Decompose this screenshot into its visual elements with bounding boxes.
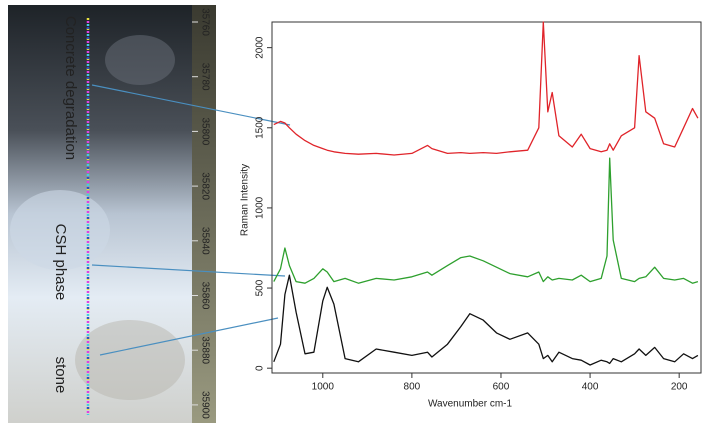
ruler	[192, 5, 216, 423]
spectrum-line	[273, 157, 699, 284]
texture	[105, 35, 175, 85]
ruler-label: 35900	[199, 391, 210, 419]
y-tick-label: 500	[255, 279, 266, 296]
x-tick-label: 800	[404, 382, 421, 393]
ruler-label: 35760	[199, 8, 210, 36]
x-axis-title: Wavenumber cm-1	[428, 399, 513, 410]
ruler-label: 35780	[199, 63, 210, 91]
x-tick-label: 1000	[312, 382, 335, 393]
ruler-label: 35820	[199, 172, 210, 200]
texture	[75, 320, 185, 400]
image-label: stone	[52, 357, 69, 394]
ruler-label: 35860	[199, 282, 210, 310]
y-tick-label: 1000	[255, 196, 266, 219]
image-label: Concrete degradation	[62, 16, 79, 160]
ruler-label: 35880	[199, 336, 210, 364]
texture	[10, 190, 110, 270]
y-tick-label: 2000	[255, 36, 266, 59]
image-label: CSH phase	[52, 224, 69, 301]
arrow	[99, 317, 279, 356]
y-axis-title: Raman Intensity	[240, 164, 251, 236]
y-tick-label: 0	[255, 365, 266, 371]
arrows	[91, 84, 291, 356]
x-tick-label: 400	[582, 382, 599, 393]
ruler-label: 35800	[199, 117, 210, 145]
arrow	[91, 84, 291, 126]
plot-frame	[271, 21, 702, 374]
x-tick-label: 600	[493, 382, 510, 393]
spectrum-line	[273, 21, 699, 156]
x-tick-label: 200	[671, 382, 688, 393]
arrow	[91, 264, 286, 277]
ruler-label: 35840	[199, 227, 210, 255]
spectrum-line	[273, 274, 699, 366]
y-tick-label: 1500	[255, 116, 266, 139]
micrograph	[8, 5, 216, 423]
